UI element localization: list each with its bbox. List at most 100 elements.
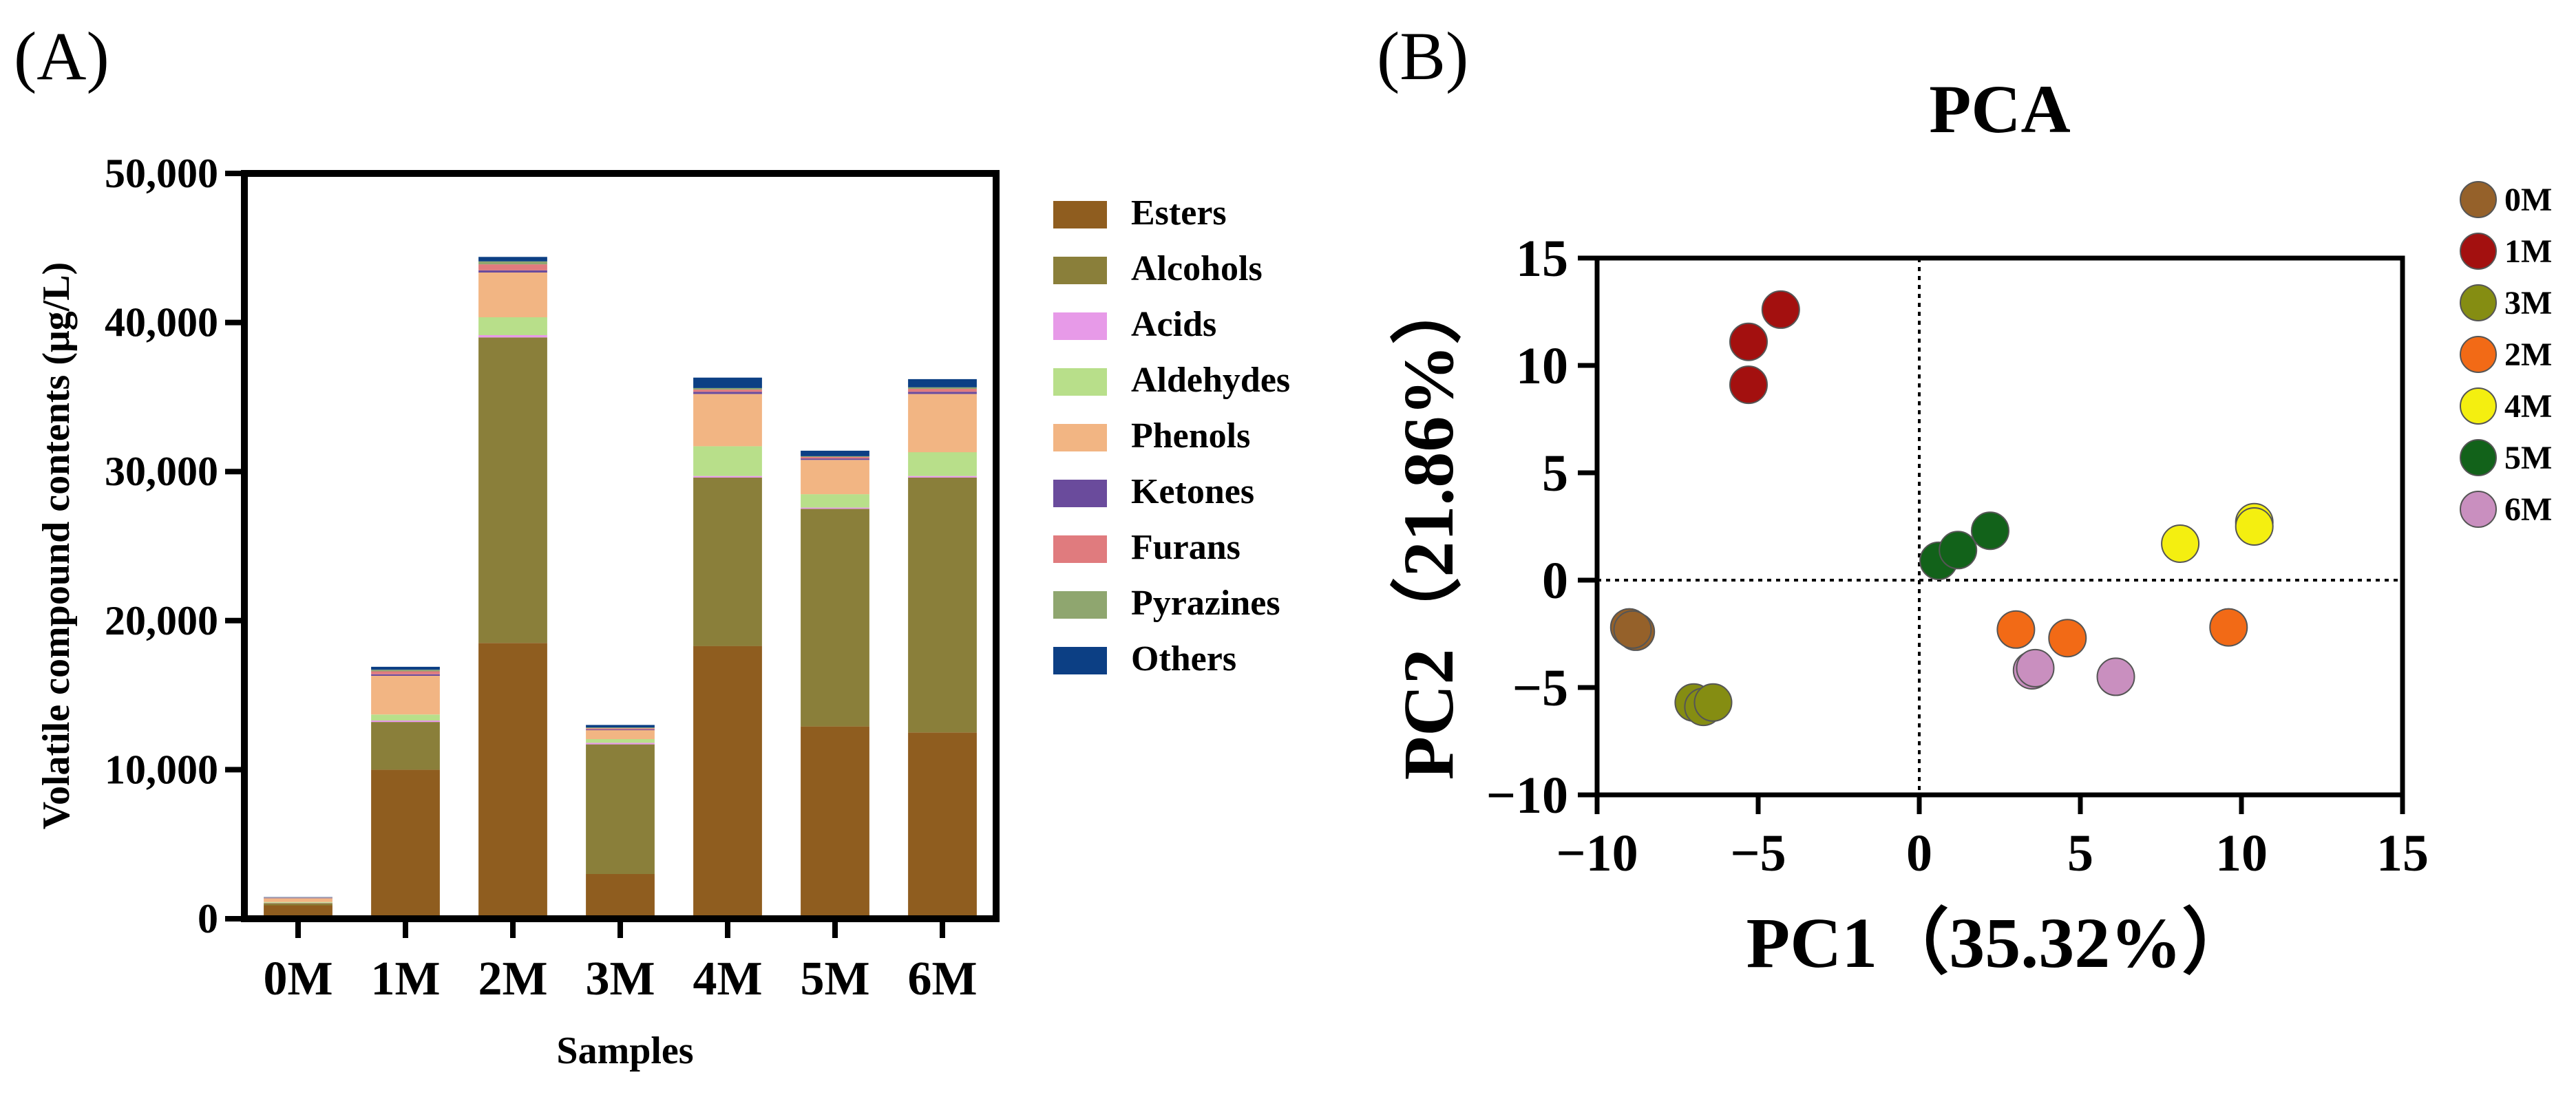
bar-segment-3M-alcohols [586, 744, 655, 874]
bar-segment-4M-ketones [693, 392, 762, 394]
bar-segment-2M-others [478, 257, 547, 262]
legend-label-furans: Furans [1131, 528, 1241, 567]
bar-y-axis-ticks: 0 10,000 20,000 30,000 40,000 50,000 [105, 151, 244, 941]
legend-label-others: Others [1131, 639, 1236, 679]
bar-y-tick-label: 10,000 [105, 747, 218, 792]
legend-swatch-aldehydes [1053, 368, 1107, 396]
bar-y-tick-label: 0 [198, 896, 218, 941]
bar-x-tick-label-5M: 5M [800, 952, 869, 1005]
bar-segment-5M-phenols [801, 460, 869, 495]
pca-x-tick-label: −5 [1730, 824, 1786, 882]
bar-segment-2M-alcohols [478, 337, 547, 643]
pca-point-4M [2235, 507, 2274, 546]
pca-legend-marker-6M [2460, 491, 2497, 528]
bar-segment-5M-furans [801, 457, 869, 459]
bar-segment-0M-aldehydes [264, 902, 332, 903]
bar-segment-3M-ketones [586, 729, 655, 730]
legend-label-acids: Acids [1131, 305, 1216, 344]
bar-y-tick-label: 50,000 [105, 151, 218, 196]
pca-legend-label-1M: 1M [2504, 233, 2552, 270]
legend-swatch-ketones [1053, 480, 1107, 507]
pca-x-tick-label: 10 [2215, 824, 2268, 882]
legend-swatch-phenols [1053, 424, 1107, 451]
bar-segment-4M-phenols [693, 394, 762, 447]
pca-point-2M [2209, 608, 2248, 647]
bar-y-tick-label: 30,000 [105, 449, 218, 494]
pca-point-1M [1729, 365, 1768, 405]
pca-point-1M [1761, 290, 1800, 329]
bar-segment-2M-esters [478, 643, 547, 919]
bar-segment-1M-pyrazines [371, 670, 440, 672]
pca-x-axis-ticks: −10 −5 0 5 10 15 [1556, 795, 2429, 882]
bar-segment-6M-ketones [908, 392, 977, 394]
bar-segment-4M-esters [693, 646, 762, 919]
bar-segment-6M-furans [908, 389, 977, 392]
bar-segment-3M-furans [586, 728, 655, 729]
pca-legend-marker-1M [2460, 233, 2497, 270]
legend-swatch-esters [1053, 201, 1107, 228]
pca-x-axis-label: PC1（35.32%） [1746, 904, 2254, 983]
bar-segment-1M-alcohols [371, 722, 440, 770]
pca-y-tick-label: 15 [1516, 230, 1568, 288]
bar-x-tick-label-4M: 4M [693, 952, 762, 1005]
bar-segment-6M-esters [908, 732, 977, 919]
legend-label-esters: Esters [1131, 193, 1227, 233]
pca-point-2M [1996, 610, 2036, 649]
bar-segment-6M-others [908, 379, 977, 387]
pca-point-3M [1693, 683, 1733, 722]
pca-y-tick-label: 0 [1542, 552, 1568, 610]
bar-segment-0M-alcohols [264, 903, 332, 906]
bar-segment-6M-alcohols [908, 477, 977, 733]
bar-segment-5M-acids [801, 507, 869, 509]
bar-x-axis-ticks: 0M 1M 2M 3M 4M 5M 6M [263, 919, 978, 1005]
pca-point-6M [2096, 657, 2135, 696]
bar-segment-5M-ketones [801, 458, 869, 460]
legend-swatch-alcohols [1053, 257, 1107, 284]
pca-legend-marker-2M [2460, 336, 2497, 373]
bar-x-tick-label-3M: 3M [585, 952, 655, 1005]
pca-point-1M [1729, 322, 1768, 361]
bar-segment-5M-alcohols [801, 509, 869, 727]
pca-legend-label-0M: 0M [2504, 182, 2552, 218]
bar-segment-2M-ketones [478, 270, 547, 273]
bar-segment-3M-phenols [586, 730, 655, 739]
pca-point-5M [1971, 511, 2009, 551]
legend-label-pyrazines: Pyrazines [1131, 584, 1280, 623]
bar-segment-4M-acids [693, 476, 762, 478]
bar-segment-1M-ketones [371, 674, 440, 676]
bar-segment-3M-acids [586, 743, 655, 745]
pca-legend-label-5M: 5M [2504, 440, 2552, 476]
bar-chart-y-axis-label: Volatile compound contents (μg/L) [35, 262, 78, 830]
pca-x-tick-label: 0 [1906, 824, 1932, 882]
bar-segment-4M-alcohols [693, 477, 762, 646]
legend-label-aldehydes: Aldehydes [1131, 361, 1290, 400]
pca-legend-marker-5M [2460, 439, 2497, 476]
pca-legend-marker-0M [2460, 181, 2497, 218]
pca-legend: 0M 1M 3M 2M 4M 5M 6M [2460, 181, 2552, 528]
panel-label-a: (A) [14, 18, 109, 94]
pca-legend-label-4M: 4M [2504, 388, 2552, 425]
legend-label-ketones: Ketones [1131, 472, 1254, 511]
pca-legend-label-3M: 3M [2504, 285, 2552, 321]
pca-y-tick-label: −10 [1486, 767, 1568, 824]
pca-point-2M [2048, 619, 2087, 658]
legend-swatch-furans [1053, 535, 1107, 563]
pca-point-6M [2016, 648, 2055, 688]
bar-segment-1M-esters [371, 769, 440, 919]
bar-segment-1M-acids [371, 720, 440, 723]
bar-segment-5M-others [801, 450, 869, 456]
bar-segment-5M-esters [801, 726, 869, 919]
bar-segment-6M-acids [908, 476, 977, 478]
pca-legend-label-2M: 2M [2504, 337, 2552, 373]
bar-segment-2M-pyrazines [478, 261, 547, 265]
pca-x-tick-label: 15 [2376, 824, 2429, 882]
bar-segment-6M-aldehydes [908, 452, 977, 476]
pca-y-tick-label: 10 [1516, 337, 1568, 395]
bar-segment-3M-esters [586, 874, 655, 919]
bar-y-tick-label: 20,000 [105, 598, 218, 643]
bar-segment-0M-others [264, 897, 332, 898]
bar-segment-4M-pyrazines [693, 387, 762, 390]
bar-chart-x-axis-label: Samples [556, 1030, 693, 1072]
